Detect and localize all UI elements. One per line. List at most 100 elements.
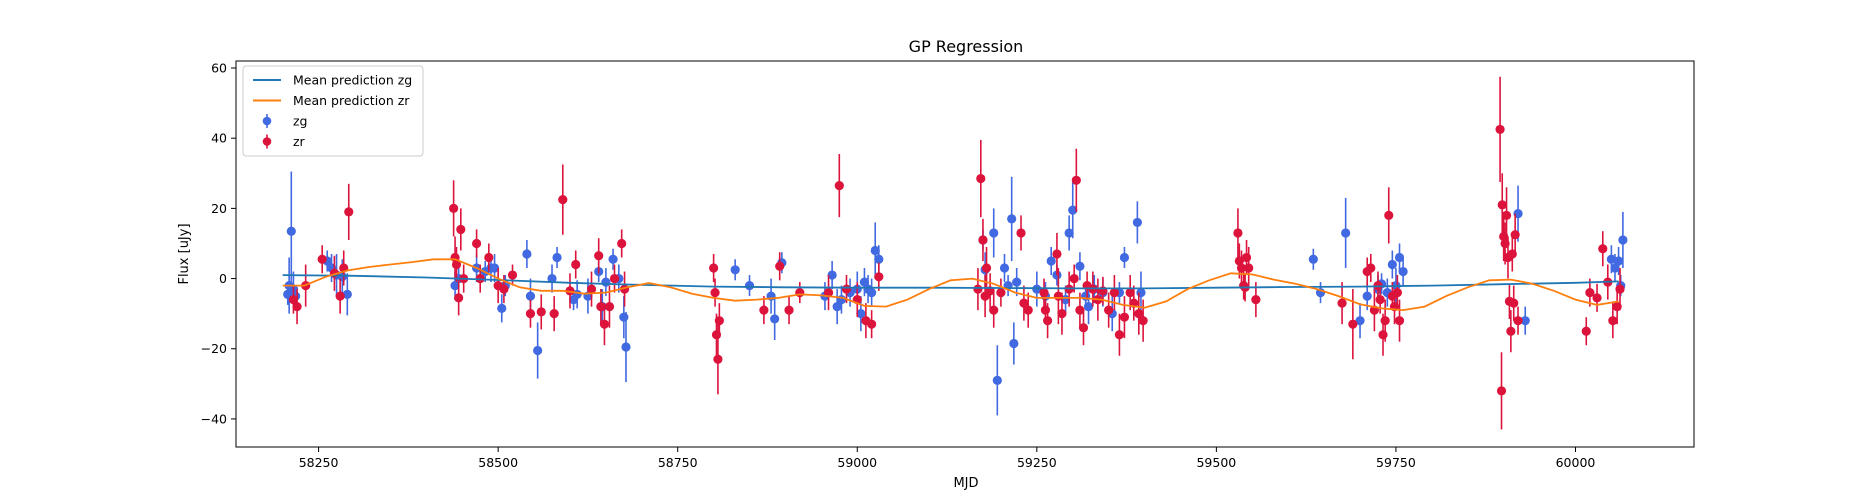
data-point-zr bbox=[1348, 320, 1357, 329]
data-point-zr bbox=[996, 288, 1005, 297]
data-point-zg bbox=[770, 314, 779, 323]
data-point-zr bbox=[1393, 288, 1402, 297]
data-point-zg bbox=[1309, 255, 1318, 264]
data-point-zg bbox=[287, 227, 296, 236]
data-point-zg bbox=[552, 253, 561, 262]
data-point-zr bbox=[1244, 263, 1253, 272]
data-point-zr bbox=[1251, 295, 1260, 304]
data-point-zr bbox=[1509, 299, 1518, 308]
data-point-zr bbox=[508, 270, 517, 279]
data-point-zr bbox=[1052, 249, 1061, 258]
legend-swatch bbox=[263, 137, 272, 146]
data-point-zr bbox=[835, 181, 844, 190]
data-point-zg bbox=[1012, 277, 1021, 286]
data-point-zg bbox=[608, 255, 617, 264]
data-point-zr bbox=[610, 274, 619, 283]
data-point-zg bbox=[731, 265, 740, 274]
legend-label: Mean prediction zg bbox=[293, 73, 412, 88]
data-point-zr bbox=[1381, 316, 1390, 325]
data-point-zr bbox=[449, 204, 458, 213]
data-point-zr bbox=[1242, 253, 1251, 262]
data-point-zr bbox=[318, 255, 327, 264]
data-point-zr bbox=[472, 239, 481, 248]
data-point-zg bbox=[1614, 256, 1623, 265]
data-point-zr bbox=[710, 288, 719, 297]
data-point-zr bbox=[712, 330, 721, 339]
y-tick-label: −40 bbox=[201, 411, 227, 426]
data-point-zr bbox=[558, 195, 567, 204]
data-point-zr bbox=[1126, 288, 1135, 297]
data-point-zr bbox=[784, 306, 793, 315]
data-point-zg bbox=[1120, 253, 1129, 262]
data-point-zg bbox=[1007, 214, 1016, 223]
data-point-zg bbox=[993, 376, 1002, 385]
legend: Mean prediction zgMean prediction zrzgzr bbox=[243, 66, 423, 156]
data-point-zr bbox=[978, 235, 987, 244]
data-point-zr bbox=[1513, 316, 1522, 325]
legend-label: zg bbox=[293, 114, 308, 129]
data-point-zg bbox=[745, 281, 754, 290]
data-point-zr bbox=[1613, 302, 1622, 311]
data-point-zr bbox=[715, 316, 724, 325]
data-point-zr bbox=[1395, 316, 1404, 325]
data-point-zr bbox=[1366, 263, 1375, 272]
data-point-zr bbox=[759, 306, 768, 315]
data-point-zg bbox=[497, 304, 506, 313]
data-point-zr bbox=[874, 272, 883, 281]
data-point-zr bbox=[1110, 288, 1119, 297]
x-tick-label: 60000 bbox=[1556, 455, 1596, 470]
data-point-zg bbox=[871, 246, 880, 255]
data-point-zr bbox=[1070, 274, 1079, 283]
x-tick-label: 59000 bbox=[837, 455, 877, 470]
data-point-zg bbox=[1363, 292, 1372, 301]
data-point-zr bbox=[1016, 228, 1025, 237]
data-point-zr bbox=[336, 292, 345, 301]
x-tick-label: 59500 bbox=[1196, 455, 1236, 470]
data-point-zr bbox=[976, 174, 985, 183]
data-point-zr bbox=[526, 309, 535, 318]
data-point-zr bbox=[1115, 330, 1124, 339]
data-point-zg bbox=[867, 288, 876, 297]
data-point-zg bbox=[522, 249, 531, 258]
data-point-zr bbox=[1072, 176, 1081, 185]
data-point-zr bbox=[1511, 230, 1520, 239]
data-point-zr bbox=[1104, 306, 1113, 315]
legend-swatch bbox=[263, 117, 272, 126]
data-point-zg bbox=[1341, 228, 1350, 237]
data-point-zr bbox=[982, 263, 991, 272]
data-point-zr bbox=[1378, 330, 1387, 339]
data-point-zr bbox=[617, 239, 626, 248]
legend-label: Mean prediction zr bbox=[293, 93, 410, 108]
data-point-zr bbox=[1608, 316, 1617, 325]
x-tick-label: 58250 bbox=[299, 455, 339, 470]
data-point-zr bbox=[1502, 211, 1511, 220]
data-point-zg bbox=[1000, 263, 1009, 272]
data-point-zg bbox=[1136, 288, 1145, 297]
data-point-zr bbox=[537, 307, 546, 316]
data-point-zr bbox=[1039, 288, 1048, 297]
data-point-zr bbox=[1384, 211, 1393, 220]
data-point-zg bbox=[1009, 339, 1018, 348]
data-point-zr bbox=[499, 284, 508, 293]
y-tick-label: 0 bbox=[219, 271, 227, 286]
x-axis-label: MJD bbox=[953, 476, 978, 491]
data-point-zr bbox=[1057, 309, 1066, 318]
data-point-zr bbox=[596, 302, 605, 311]
data-point-zr bbox=[1508, 249, 1517, 258]
data-point-zr bbox=[344, 207, 353, 216]
data-point-zg bbox=[1618, 235, 1627, 244]
data-point-zr bbox=[867, 320, 876, 329]
data-point-zg bbox=[1133, 218, 1142, 227]
data-point-zr bbox=[550, 309, 559, 318]
data-point-zg bbox=[1084, 302, 1093, 311]
data-point-zr bbox=[842, 284, 851, 293]
y-axis-label: Flux [uJy] bbox=[177, 223, 192, 284]
data-point-zr bbox=[456, 225, 465, 234]
data-point-zr bbox=[1054, 292, 1063, 301]
data-point-zr bbox=[594, 251, 603, 260]
data-point-zg bbox=[837, 295, 846, 304]
data-point-zr bbox=[1376, 295, 1385, 304]
data-point-zr bbox=[1075, 306, 1084, 315]
x-tick-label: 58750 bbox=[658, 455, 698, 470]
data-point-zr bbox=[571, 260, 580, 269]
